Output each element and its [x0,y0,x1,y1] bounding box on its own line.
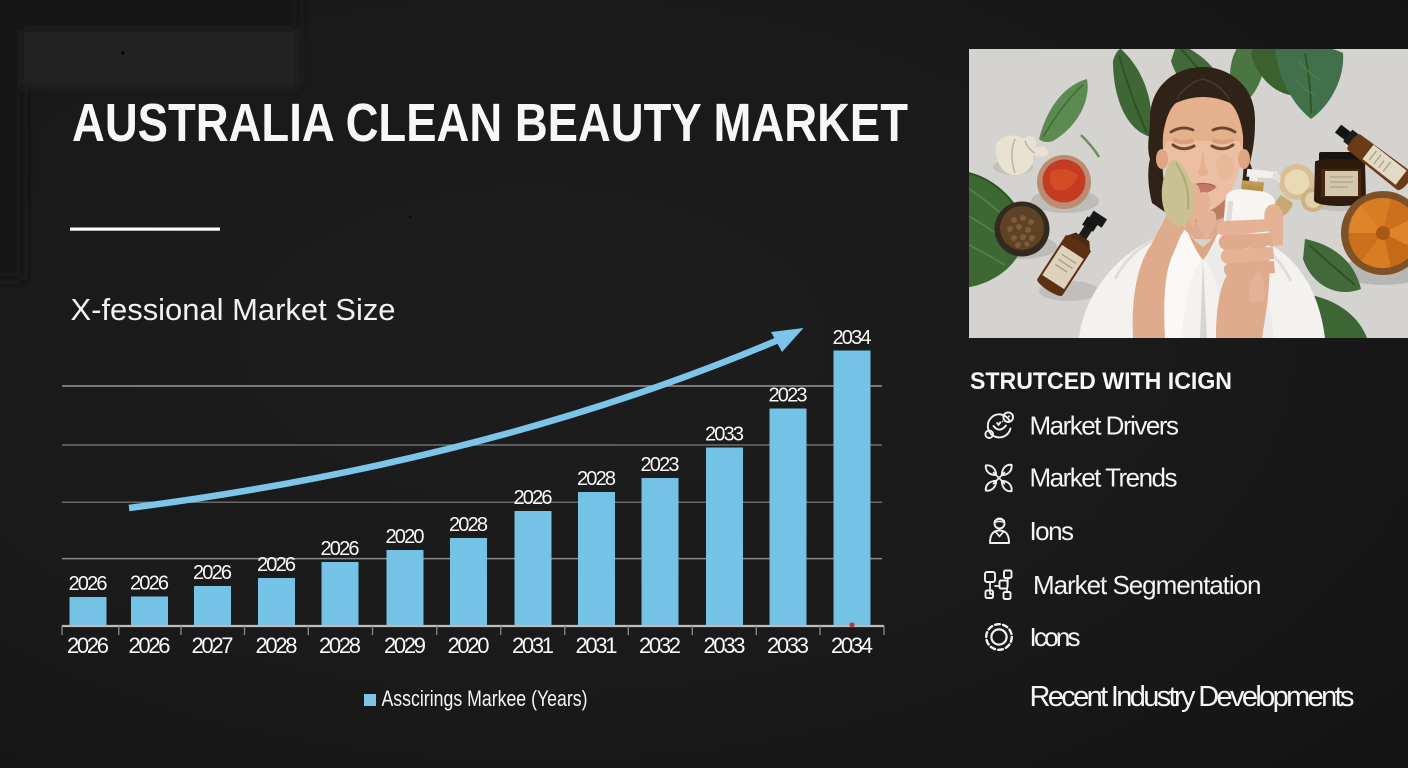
svg-text:AUSTRALIA CLEAN BEAUTY MARKET: AUSTRALIA CLEAN BEAUTY MARKET [72,93,908,153]
svg-text:2026: 2026 [257,554,296,576]
svg-text:2026: 2026 [67,633,109,658]
svg-text:2026: 2026 [321,538,360,560]
svg-text:Market Drivers: Market Drivers [1030,411,1180,441]
svg-text:STRUTCED WITH ICIGN: STRUTCED WITH ICIGN [970,368,1232,395]
svg-text:2031: 2031 [576,633,618,658]
svg-text:2029: 2029 [384,633,426,658]
svg-text:Asscirings Markee (Years): Asscirings Markee (Years) [382,686,588,711]
svg-text:2033: 2033 [705,424,744,446]
svg-text:2034: 2034 [833,327,872,349]
svg-text:Market Trends: Market Trends [1030,463,1178,493]
svg-text:2028: 2028 [577,468,616,490]
svg-text:2034: 2034 [831,633,873,658]
svg-text:2028: 2028 [449,514,488,536]
svg-text:2031: 2031 [512,633,554,658]
svg-text:Recent Industry Developments: Recent Industry Developments [1030,681,1355,713]
svg-text:2026: 2026 [69,573,108,595]
svg-text:2033: 2033 [767,633,809,658]
svg-text:2026: 2026 [130,573,169,595]
svg-text:2033: 2033 [704,633,746,658]
svg-text:2023: 2023 [769,385,808,407]
svg-text:2023: 2023 [641,454,680,476]
svg-text:2020: 2020 [386,526,425,548]
svg-text:X-fessional Market Size: X-fessional Market Size [71,292,396,327]
svg-text:Market Segmentation: Market Segmentation [1033,570,1262,600]
svg-text:2028: 2028 [319,633,361,658]
svg-text:Ions: Ions [1030,516,1075,546]
svg-text:2028: 2028 [256,633,298,658]
svg-text:2026: 2026 [514,487,553,509]
svg-text:2020: 2020 [448,633,490,658]
svg-text:2032: 2032 [639,633,681,658]
svg-text:2027: 2027 [192,633,234,658]
svg-text:Icons: Icons [1030,622,1081,652]
svg-text:2026: 2026 [193,562,232,584]
svg-text:2026: 2026 [129,633,171,658]
